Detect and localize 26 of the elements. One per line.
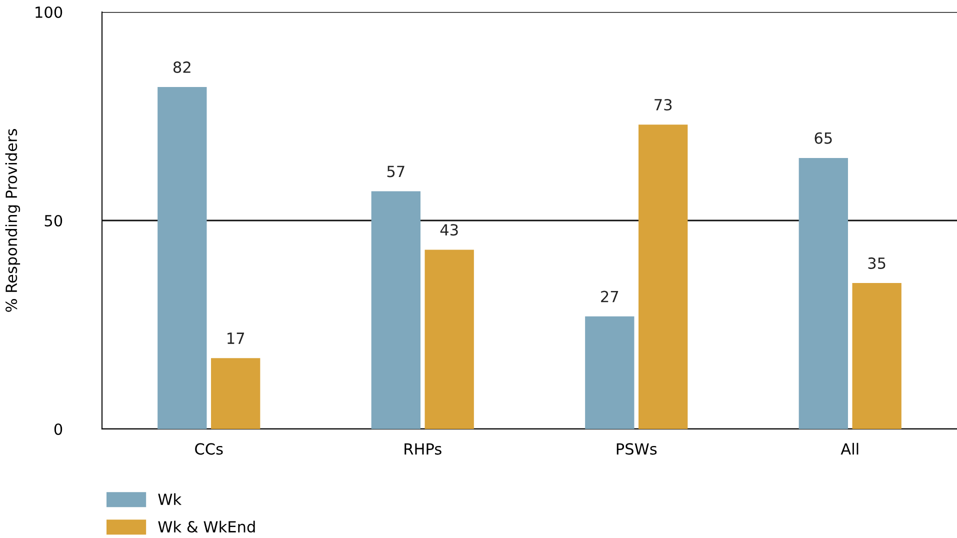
data-label: 73 [654,98,672,111]
bar [638,124,688,429]
bar [371,191,420,429]
bar [798,158,848,429]
bar [852,283,902,429]
data-label: 27 [601,290,618,302]
y-tick-label: 0 [54,423,62,436]
x-tick-label: CCs [195,443,223,455]
bar [158,87,207,429]
legend-label: Wk & WkEnd [158,520,255,533]
data-label: 65 [814,132,832,144]
x-tick-label: RHPs [404,443,442,455]
bar [211,358,260,429]
bar [424,250,474,429]
x-tick-label: PSWs [616,443,657,455]
data-label: 57 [387,166,404,178]
legend-label: Wk [158,493,182,505]
data-label: 35 [868,257,886,269]
data-label: 43 [440,224,458,236]
data-label: 17 [228,332,244,344]
y-tick-label: 100 [36,6,62,18]
bar [585,316,634,429]
y-axis-title: % Responding Providers [5,129,20,312]
y-tick-label: 50 [44,214,62,227]
x-tick-label: All [840,442,858,454]
data-label: 82 [173,61,190,73]
